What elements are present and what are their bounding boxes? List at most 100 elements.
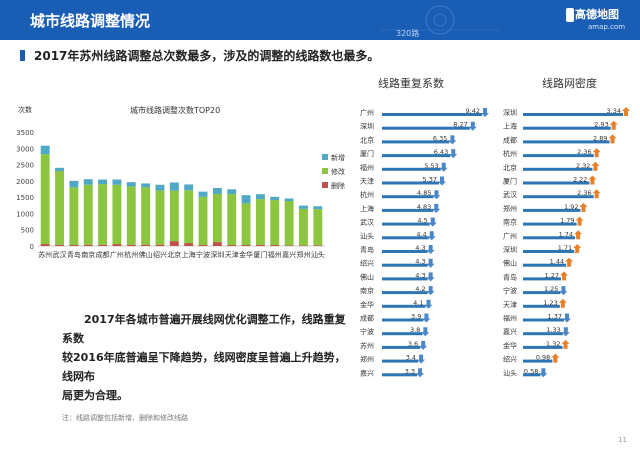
bar-segment-删除 (241, 245, 251, 246)
value-label: 1.37 (548, 313, 562, 321)
hbar (523, 126, 611, 130)
y-tick-label: 0 (30, 243, 34, 251)
legend-label: 新增 (331, 153, 345, 162)
row-label: 杭州 (503, 149, 517, 158)
y-tick-label: 3000 (16, 145, 34, 153)
value-label: 0.98 (536, 354, 550, 362)
summary-line-2: 较2016年底普遍呈下降趋势，线网密度呈普遍上升趋势，线网布 (62, 351, 346, 383)
value-label: 3.3 (405, 367, 415, 375)
hbar (382, 359, 419, 363)
bar-segment-修改 (313, 209, 323, 246)
trend-up-icon (575, 216, 584, 226)
bar-segment-新增 (255, 194, 265, 200)
trend-down-icon (559, 286, 568, 296)
bar-segment-删除 (126, 244, 136, 246)
trend-down-icon (426, 245, 435, 254)
row-label: 郑州 (360, 356, 374, 364)
bar-segment-删除 (299, 245, 308, 246)
hbar (382, 154, 451, 158)
logo-name: 高德地图 (575, 8, 619, 21)
x-tick-label: 苏州 (38, 250, 52, 259)
trend-down-icon (427, 231, 436, 241)
bar-segment-删除 (69, 245, 79, 246)
x-tick-label: 青岛 (67, 250, 81, 259)
value-label: 4.83 (417, 203, 431, 211)
bar-segment-删除 (141, 244, 151, 246)
legend-label: 修改 (331, 167, 345, 176)
amap-logo-icon (566, 8, 574, 22)
bar-segment-删除 (284, 245, 294, 246)
hbar (523, 332, 563, 336)
hbar (523, 181, 590, 185)
trend-down-icon (449, 149, 458, 159)
hbar (382, 222, 430, 226)
row-label: 深圳 (503, 108, 517, 117)
value-label: 6.43 (434, 148, 448, 156)
row-label: 深圳 (503, 245, 517, 254)
hbar (382, 263, 428, 267)
value-label: 4.3 (415, 244, 425, 252)
value-label: 1.33 (546, 326, 560, 334)
hbar (382, 277, 428, 281)
x-tick-label: 南京 (81, 250, 95, 259)
bar-segment-删除 (227, 245, 237, 246)
value-label: 3.6 (408, 340, 418, 348)
network-density-chart: 深圳 3.34 上海 2.93 成都 2.89 杭州 2.36 北京 2.32 厦门 2.22 武汉 2.… (503, 107, 630, 378)
value-label: 1.23 (543, 299, 557, 307)
headline: 2017年苏州线路调整总次数最多，涉及的调整的线路数也最多。 (34, 49, 380, 63)
x-tick-label: 成都 (96, 250, 110, 259)
bar-segment-修改 (270, 200, 280, 246)
hbar (523, 113, 623, 116)
hbar (523, 291, 561, 295)
hbar (523, 250, 575, 253)
row-label: 金华 (360, 300, 374, 309)
trend-down-icon (439, 162, 448, 172)
hbar (382, 250, 428, 253)
page-number: 11 (618, 436, 627, 444)
bar-segment-修改 (40, 154, 50, 245)
trend-up-icon (574, 230, 583, 240)
value-label: 1.32 (546, 340, 560, 348)
value-label: 4.1 (413, 299, 423, 307)
trend-down-icon (539, 368, 548, 378)
value-label: 3.34 (607, 107, 621, 115)
bar-segment-新增 (241, 195, 251, 204)
row-label: 北京 (503, 163, 517, 172)
hbar (523, 236, 576, 240)
row-label: 成都 (360, 314, 374, 323)
value-label: 3.4 (406, 354, 416, 362)
x-tick-label: 金华 (239, 250, 253, 259)
trend-up-icon (592, 189, 601, 199)
trend-down-icon (438, 176, 447, 186)
row-label: 青岛 (360, 245, 374, 254)
hbar (382, 113, 482, 116)
trend-down-icon (426, 272, 435, 282)
value-label: 8.27 (453, 121, 467, 129)
x-tick-label: 天津 (225, 251, 239, 259)
bar-segment-删除 (198, 245, 208, 246)
x-tick-label: 厦门 (253, 250, 267, 259)
row-label: 上海 (503, 122, 517, 131)
trend-down-icon (417, 354, 426, 364)
value-label: 4.5 (417, 217, 427, 225)
x-tick-label: 汕头 (311, 250, 325, 259)
trend-down-icon (468, 121, 477, 131)
x-tick-label: 佛山 (139, 250, 153, 259)
hbar (523, 304, 560, 308)
bar-segment-修改 (198, 196, 208, 246)
hbar (523, 167, 593, 171)
row-label: 金华 (503, 341, 517, 350)
logo-url: amap.com (588, 23, 626, 31)
header-bar: 城市线路调整情况 320路 高德地图 amap.com (0, 0, 640, 40)
hbar (523, 154, 594, 158)
hbar (523, 373, 541, 377)
value-label: 4.3 (415, 271, 425, 279)
row-label: 广州 (360, 108, 374, 117)
bar-segment-新增 (69, 180, 79, 188)
value-label: 2.89 (593, 134, 607, 142)
value-label: 5.53 (424, 162, 438, 170)
trend-down-icon (432, 203, 441, 213)
trend-down-icon (563, 313, 572, 323)
x-tick-label: 上海 (182, 250, 196, 259)
y-tick-label: 500 (21, 227, 34, 235)
